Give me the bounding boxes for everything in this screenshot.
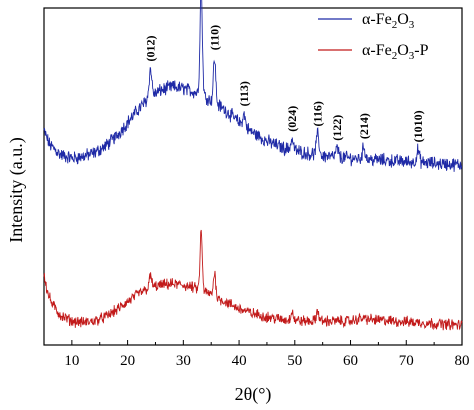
peak-label: (214) (357, 113, 371, 139)
peak-labels: (012)(104)(110)(113)(024)(116)(122)(214)… (144, 25, 426, 143)
peak-label: (113) (237, 81, 251, 106)
x-tick-label: 80 (455, 353, 470, 369)
series-line-2 (43, 229, 463, 331)
x-tick-label: 20 (120, 353, 135, 369)
plot-border (43, 7, 463, 346)
plot-frame (43, 7, 463, 346)
x-tick-label: 50 (287, 353, 302, 369)
peak-label: (1010) (411, 110, 425, 142)
x-tick-label: 40 (232, 353, 247, 369)
x-tick-label: 70 (399, 353, 414, 369)
peak-label: (122) (330, 115, 344, 141)
peak-label: (024) (285, 106, 299, 132)
peak-label: (116) (311, 101, 325, 126)
x-tick-label: 30 (176, 353, 191, 369)
peak-label: (012) (144, 36, 158, 62)
legend-entry-1: α-Fe2O3 (362, 11, 415, 31)
x-tick-label: 60 (343, 353, 358, 369)
series-layer (43, 0, 463, 331)
legend: α-Fe2O3 α-Fe2O3-P (318, 11, 429, 62)
x-tick-label: 10 (64, 353, 79, 369)
x-axis-ticks: 10 20 30 40 50 60 70 80 (64, 340, 470, 369)
legend-entry-2: α-Fe2O3-P (362, 42, 429, 62)
x-axis-label: 2θ(°) (235, 384, 272, 405)
y-axis-label: Intensity (a.u.) (6, 137, 27, 242)
series-line-1 (43, 0, 463, 172)
peak-label: (110) (208, 25, 222, 50)
